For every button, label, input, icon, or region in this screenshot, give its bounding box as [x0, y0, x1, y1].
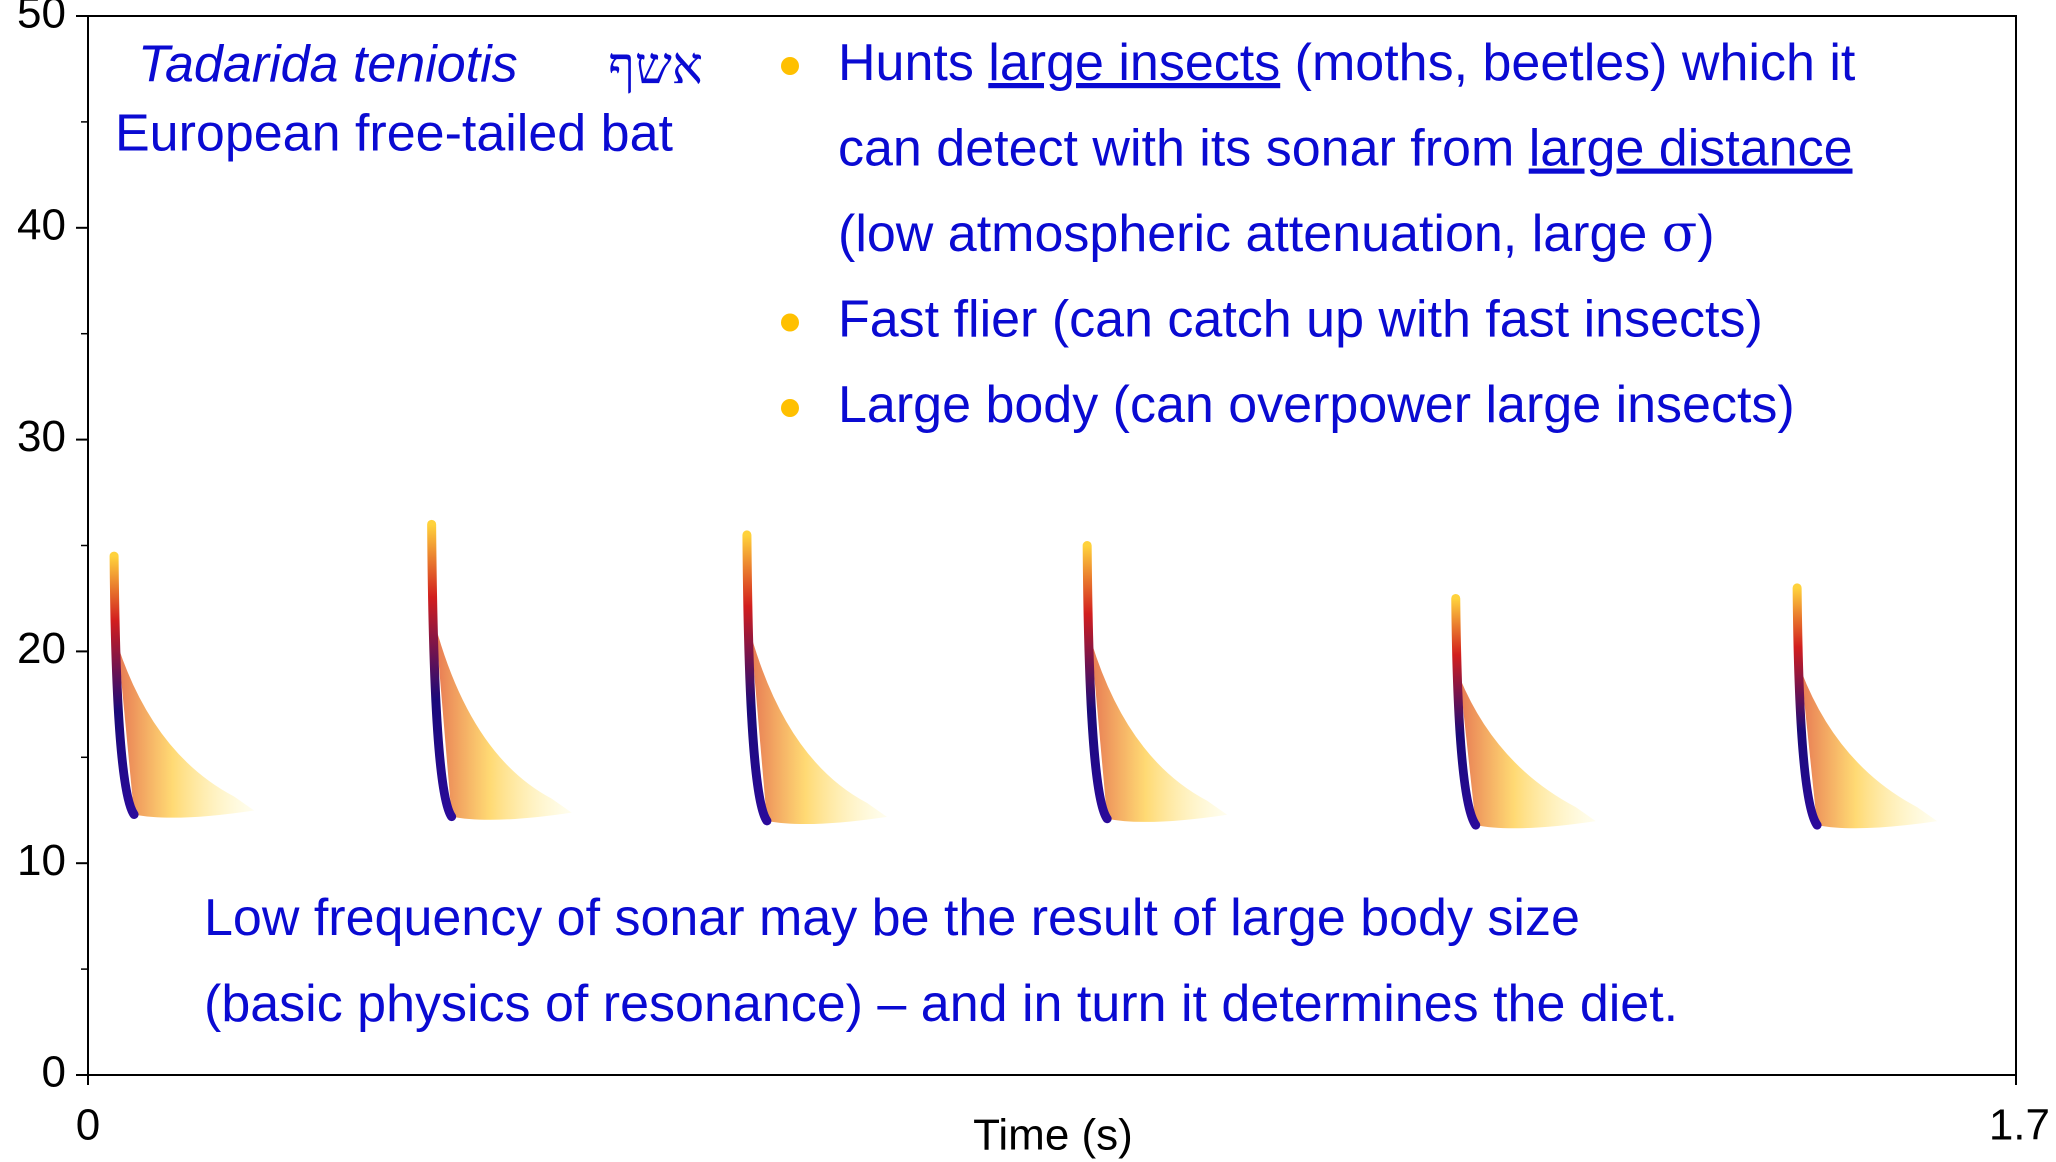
x-tick-label: 0: [76, 1101, 100, 1150]
bullet-line: Large body (can overpower large insects): [838, 376, 1795, 434]
text-segment: Low frequency of sonar may be the result…: [204, 889, 1580, 947]
text-segment: σ: [1662, 204, 1698, 264]
plot: 0 10 20 30 40 50 0 1.7: [17, 0, 2050, 1150]
call-echo: [750, 634, 887, 825]
species-name: Tadarida teniotis: [138, 36, 518, 94]
text-segment: (low atmospheric attenuation, large: [838, 205, 1662, 263]
call: [1451, 593, 1481, 830]
y-tick-label: 50: [17, 0, 66, 38]
bullet-dot: [781, 313, 799, 332]
y-tick-label: 20: [17, 624, 66, 673]
call: [742, 530, 772, 826]
text-segment: (moths, beetles) which it: [1280, 34, 1856, 92]
bullet-dot: [781, 57, 799, 75]
call: [1082, 541, 1112, 824]
bullet-list: Hunts large insects (moths, beetles) whi…: [781, 34, 1856, 434]
y-tick-label: 40: [17, 200, 66, 249]
y-tick-label: 0: [42, 1048, 66, 1097]
bullet-line: Hunts large insects (moths, beetles) whi…: [838, 34, 1856, 92]
conclusion-line: (basic physics of resonance) – and in tu…: [204, 975, 1678, 1033]
text-segment: can detect with its sonar from: [838, 119, 1529, 177]
hebrew-name: אשף: [608, 37, 703, 97]
y-tick-label: 30: [17, 412, 66, 461]
call: [427, 519, 457, 822]
text-segment: large distance: [1529, 119, 1853, 177]
text-segment: Large body (can overpower large insects): [838, 376, 1795, 434]
call-echo: [1801, 670, 1938, 829]
text-segment: ): [1697, 205, 1714, 263]
call-echo: [1459, 677, 1596, 829]
conclusion: Low frequency of sonar may be the result…: [204, 889, 1678, 1033]
text-segment: large insects: [988, 34, 1280, 92]
call-echo: [435, 626, 572, 820]
call-echo: [1091, 641, 1228, 822]
bullet-dot: [781, 399, 799, 417]
call-echo: [118, 646, 255, 818]
text-segment: Fast flier (can catch up with fast insec…: [838, 290, 1763, 348]
call: [1792, 583, 1822, 830]
y-tick-label: 10: [17, 836, 66, 885]
x-axis-label: Time (s): [973, 1111, 1133, 1160]
common-name: European free-tailed bat: [115, 105, 673, 163]
bullet-line: Fast flier (can catch up with fast insec…: [838, 290, 1763, 348]
x-tick-label: 1.7: [1989, 1101, 2050, 1150]
bullet-line: (low atmospheric attenuation, large σ): [838, 204, 1715, 264]
conclusion-line: Low frequency of sonar may be the result…: [204, 889, 1580, 947]
call: [109, 551, 139, 819]
text-segment: (basic physics of resonance) – and in tu…: [204, 975, 1678, 1033]
bullet-line: can detect with its sonar from large dis…: [838, 119, 1853, 177]
text-segment: Hunts: [838, 34, 988, 92]
